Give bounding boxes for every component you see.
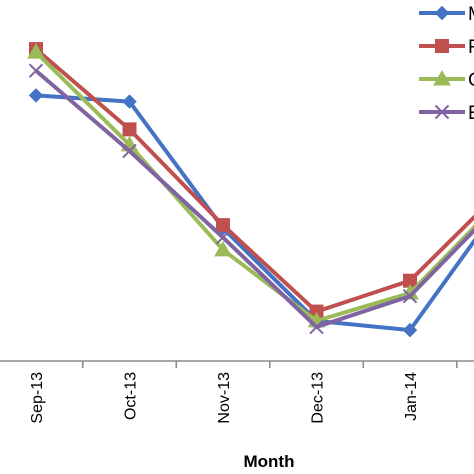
x-tick-labels: Sep-13 Oct-13 Nov-13 Dec-13 Jan-14 bbox=[29, 372, 420, 424]
data-point-marker bbox=[433, 69, 451, 86]
data-point-marker bbox=[28, 63, 44, 78]
legend-label: F bbox=[468, 37, 474, 58]
data-point-marker bbox=[434, 104, 450, 120]
legend-item-m: M bbox=[419, 4, 474, 25]
marker-stroke bbox=[28, 63, 44, 78]
marker-stroke bbox=[122, 143, 137, 159]
x-tick-label: Sep-13 bbox=[29, 372, 46, 424]
x-tick-label: Jan-14 bbox=[403, 372, 420, 421]
data-point-marker bbox=[402, 322, 418, 338]
data-point-marker bbox=[216, 218, 230, 233]
x-tick-label: Oct-13 bbox=[123, 372, 140, 420]
marker-stroke bbox=[215, 230, 231, 245]
legend-label: C bbox=[468, 70, 474, 91]
data-point-marker bbox=[309, 319, 324, 335]
data-point-marker bbox=[434, 5, 450, 21]
series-line bbox=[34, 50, 474, 323]
x-tick-label: Dec-13 bbox=[310, 372, 327, 424]
data-point-marker bbox=[435, 39, 449, 53]
series-layer bbox=[27, 42, 474, 338]
legend-item-e: E bbox=[419, 103, 474, 124]
series-e bbox=[28, 63, 474, 335]
marker-stroke bbox=[434, 104, 450, 120]
series-f bbox=[29, 42, 474, 319]
series-line bbox=[34, 69, 474, 330]
x-tick-label: Nov-13 bbox=[216, 372, 233, 424]
data-point-marker bbox=[122, 122, 137, 137]
series-line bbox=[34, 47, 474, 314]
legend: MFCE bbox=[419, 4, 474, 124]
legend-label: E bbox=[468, 103, 474, 124]
data-point-marker bbox=[214, 240, 232, 257]
legend-label: M bbox=[468, 4, 474, 25]
marker-stroke bbox=[402, 288, 418, 304]
data-point-marker bbox=[122, 143, 137, 159]
x-axis-title: Month bbox=[244, 452, 295, 471]
data-point-marker bbox=[27, 43, 45, 59]
marker-stroke bbox=[309, 319, 324, 335]
data-point-marker bbox=[402, 288, 418, 304]
data-point-marker bbox=[28, 88, 44, 103]
legend-item-f: F bbox=[419, 37, 474, 58]
axes bbox=[0, 360, 474, 368]
data-point-marker bbox=[215, 230, 231, 245]
legend-item-c: C bbox=[419, 69, 474, 91]
series-line bbox=[35, 93, 474, 333]
data-point-marker bbox=[122, 94, 137, 109]
